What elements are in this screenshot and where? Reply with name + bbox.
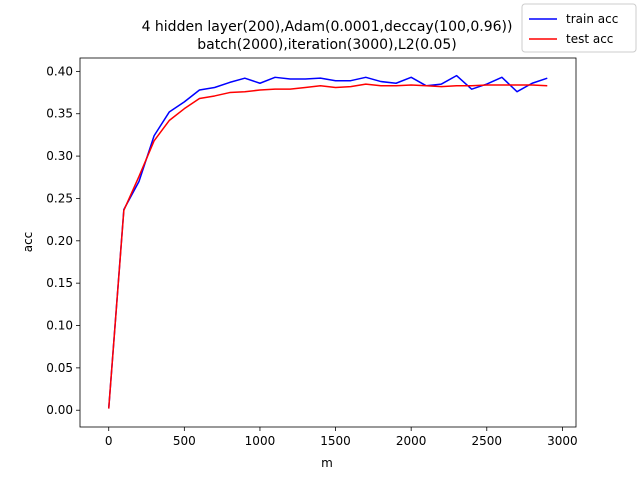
y-tick-label: 0.35 — [46, 107, 73, 121]
plot-area — [79, 57, 577, 428]
x-tick-label: 2500 — [472, 434, 503, 448]
x-axis-label: m — [321, 456, 333, 470]
y-tick-label: 0.00 — [46, 403, 73, 417]
x-axis: 0 500 1000 1500 2000 2500 3000 — [105, 427, 578, 448]
x-tick-label: 3000 — [547, 434, 578, 448]
y-axis: 0.00 0.05 0.10 0.15 0.20 0.25 0.30 0.35 0.40 — [46, 64, 80, 417]
chart-title-line-2: batch(2000),iteration(3000),L2(0.05) — [197, 37, 456, 53]
y-tick-label: 0.10 — [46, 319, 73, 333]
series-line-1 — [107, 83, 548, 409]
x-tick-label: 2000 — [396, 434, 427, 448]
series-layer — [107, 74, 548, 409]
y-axis-label: acc — [21, 232, 35, 253]
series-line-0 — [107, 74, 548, 409]
x-tick-label: 1000 — [245, 434, 276, 448]
y-tick-label: 0.30 — [46, 149, 73, 163]
x-tick-label: 0 — [105, 434, 113, 448]
legend: train acc test acc — [521, 3, 637, 53]
legend-label-1: test acc — [566, 32, 613, 46]
y-tick-label: 0.15 — [46, 276, 73, 290]
y-tick-label: 0.25 — [46, 191, 73, 205]
y-tick-label: 0.20 — [46, 234, 73, 248]
x-tick-label: 500 — [173, 434, 196, 448]
x-tick-label: 1500 — [320, 434, 351, 448]
y-tick-label: 0.05 — [46, 361, 73, 375]
legend-box — [521, 3, 637, 53]
legend-label-0: train acc — [566, 12, 618, 26]
chart-title-line-1: 4 hidden layer(200),Adam(0.0001,deccay(1… — [142, 19, 513, 35]
plot-frame — [79, 57, 577, 428]
y-tick-label: 0.40 — [46, 64, 73, 78]
